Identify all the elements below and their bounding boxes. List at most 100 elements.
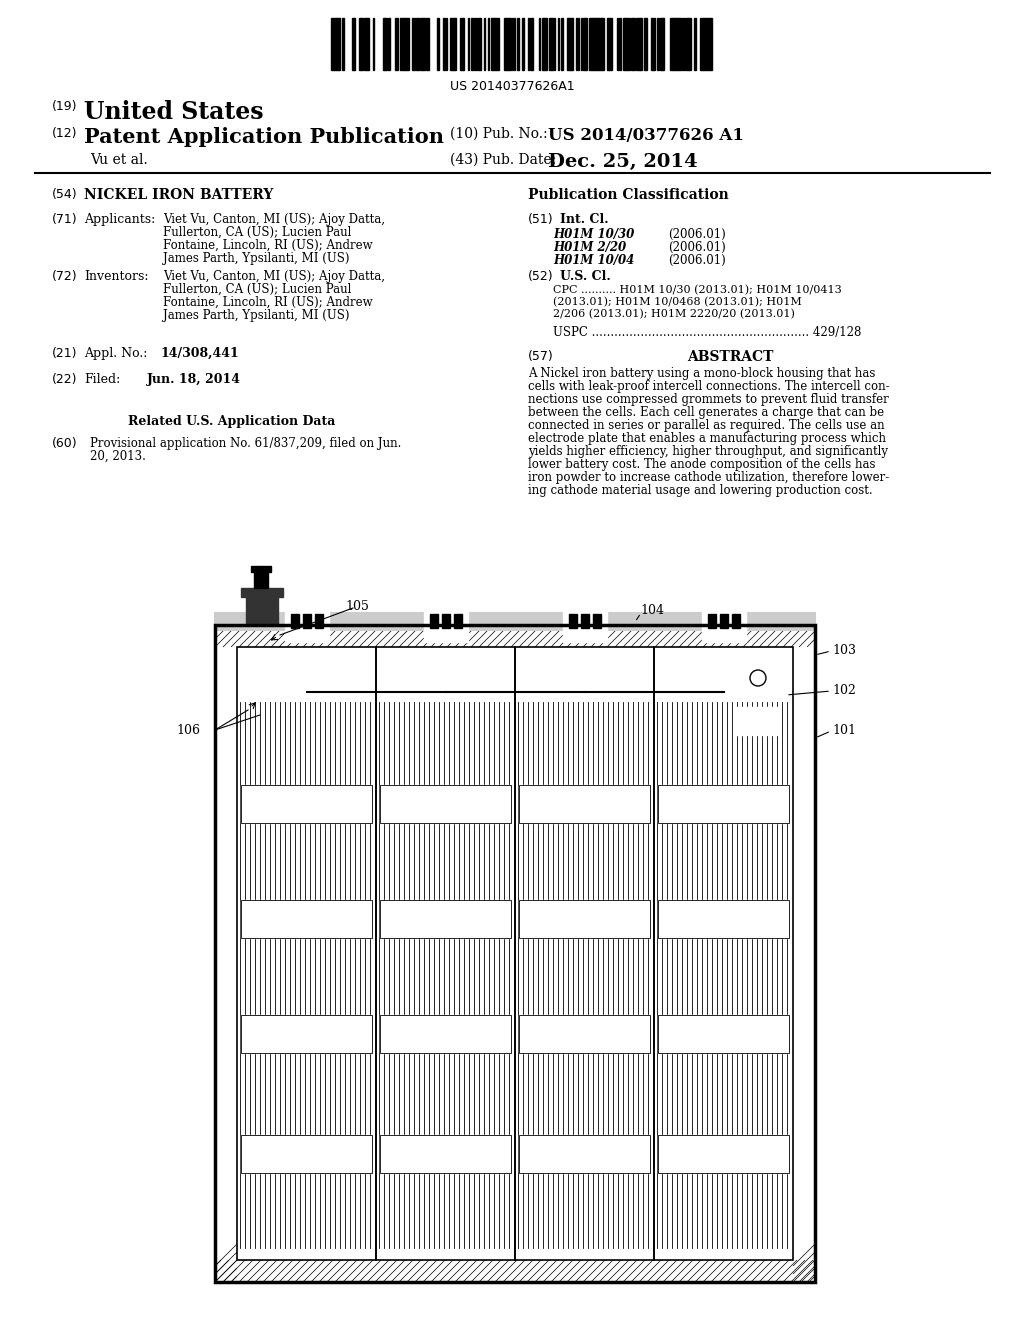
Bar [631,18,633,70]
Text: Dec. 25, 2014: Dec. 25, 2014 [548,153,697,172]
Bar [395,18,397,70]
Bar [380,1015,511,1053]
Text: (19): (19) [52,100,78,114]
Text: (12): (12) [52,127,78,140]
Text: 20, 2013.: 20, 2013. [90,450,145,463]
Bar [380,1135,511,1173]
Text: Fullerton, CA (US); Lucien Paul: Fullerton, CA (US); Lucien Paul [163,282,351,296]
Bar [342,18,344,70]
Text: Provisional application No. 61/837,209, filed on Jun.: Provisional application No. 61/837,209, … [90,437,401,450]
Bar [302,614,310,628]
Text: H01M 10/04: H01M 10/04 [553,253,634,267]
Bar [314,614,323,628]
Bar [241,1015,372,1053]
Text: lower battery cost. The anode composition of the cells has: lower battery cost. The anode compositio… [528,458,876,471]
Bar [385,18,387,70]
Bar [658,900,790,939]
Bar [633,18,635,70]
Bar [477,18,479,70]
Bar [241,1135,372,1173]
Bar [658,900,790,939]
Text: Viet Vu, Canton, MI (US); Ajoy Datta,: Viet Vu, Canton, MI (US); Ajoy Datta, [163,271,385,282]
Bar [380,1015,511,1053]
Bar [424,612,468,642]
Text: 14/308,441: 14/308,441 [160,347,239,360]
Bar [380,1135,511,1173]
Bar [596,18,599,70]
Bar [376,647,515,1261]
Bar [380,900,511,939]
Text: 105: 105 [345,601,369,614]
Bar [215,624,815,1282]
Bar [246,595,278,624]
Text: (2006.01): (2006.01) [668,253,726,267]
Bar [618,18,621,70]
Bar [237,647,376,1261]
Text: 102: 102 [831,684,856,697]
Bar [359,18,361,70]
Bar [703,18,706,70]
Bar [658,1135,790,1173]
Text: Filed:: Filed: [84,374,120,385]
Bar [285,612,329,642]
Bar [519,1135,650,1173]
Bar [670,18,672,70]
Text: Jun. 18, 2014: Jun. 18, 2014 [147,374,241,385]
Text: US 20140377626A1: US 20140377626A1 [450,81,574,92]
Text: (21): (21) [52,347,78,360]
Text: Viet Vu, Canton, MI (US); Ajoy Datta,: Viet Vu, Canton, MI (US); Ajoy Datta, [163,213,385,226]
Text: cells with leak-proof intercell connections. The intercell con-: cells with leak-proof intercell connecti… [528,380,890,393]
Text: 104: 104 [640,603,664,616]
Bar [710,18,712,70]
Text: Fontaine, Lincoln, RI (US); Andrew: Fontaine, Lincoln, RI (US); Andrew [163,239,373,252]
Bar [658,1135,790,1173]
Text: 2/206 (2013.01); H01M 2220/20 (2013.01): 2/206 (2013.01); H01M 2220/20 (2013.01) [553,309,795,319]
Bar [380,785,511,822]
Text: connected in series or parallel as required. The cells use an: connected in series or parallel as requi… [528,418,885,432]
Text: James Parth, Ypsilanti, MI (US): James Parth, Ypsilanti, MI (US) [163,309,349,322]
Bar [241,900,372,939]
Bar [429,614,437,628]
Text: (52): (52) [528,271,554,282]
Text: Appl. No.:: Appl. No.: [84,347,147,360]
Bar [625,18,627,70]
Bar [708,614,716,628]
Bar [291,614,299,628]
Bar [672,18,674,70]
Bar [380,900,511,939]
Text: Patent Application Publication: Patent Application Publication [84,127,444,147]
Bar [701,612,745,642]
Bar [519,1135,650,1173]
Bar [519,785,650,822]
Bar [334,18,336,70]
Text: (22): (22) [52,374,78,385]
Bar [519,900,650,939]
Text: ABSTRACT: ABSTRACT [687,350,773,364]
Bar [437,18,439,70]
Bar [623,18,625,70]
Text: United States: United States [84,100,263,124]
Text: (60): (60) [52,437,78,450]
Bar [706,18,708,70]
Text: CPC .......... H01M 10/30 (2013.01); H01M 10/0413: CPC .......... H01M 10/30 (2013.01); H01… [553,285,842,296]
Bar [581,614,589,628]
Text: James Parth, Ypsilanti, MI (US): James Parth, Ypsilanti, MI (US) [163,252,349,265]
Circle shape [750,671,766,686]
Bar [658,1015,790,1053]
Bar [658,1015,790,1053]
Bar [731,614,739,628]
Bar [241,900,372,939]
Bar [241,785,372,822]
Bar [495,18,497,70]
Bar [736,708,780,735]
Bar [515,647,654,1261]
Text: Fontaine, Lincoln, RI (US); Andrew: Fontaine, Lincoln, RI (US); Andrew [163,296,373,309]
Bar [610,18,612,70]
Bar [401,18,404,70]
Bar [653,18,655,70]
Bar [519,1015,650,1053]
Bar [450,18,452,70]
Bar [544,18,546,70]
Text: 101: 101 [831,723,856,737]
Bar [720,614,727,628]
